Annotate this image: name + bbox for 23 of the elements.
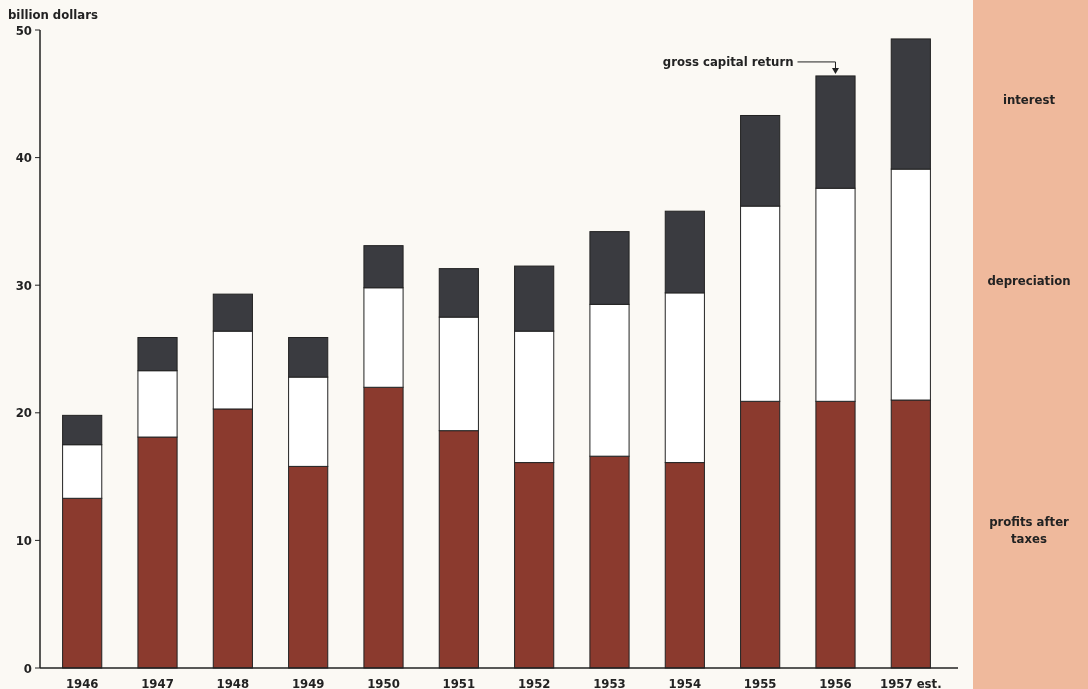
text: profits after taxes — [989, 514, 1070, 547]
x-tick-label: 1954 — [668, 676, 702, 689]
x-tick-label: 1957 est. — [880, 676, 942, 689]
x-tick-label: 1946 — [65, 676, 99, 689]
x-tick-label: 1956 — [819, 676, 852, 689]
x-tick-label: 1947 — [141, 676, 174, 689]
y-tick-label: 0 — [23, 660, 32, 676]
x-tick-label: 1951 — [442, 676, 476, 689]
text: depreciation — [987, 272, 1071, 288]
x-tick-label: 1949 — [291, 676, 325, 689]
y-axis-title: billion dollars — [8, 7, 98, 22]
y-tick-label: 10 — [15, 532, 32, 548]
x-tick-label: 1948 — [216, 676, 250, 689]
x-tick-label: 1953 — [593, 676, 626, 689]
text: interest — [1002, 92, 1056, 108]
x-tick-label: 1952 — [517, 676, 551, 689]
annotation: gross capital return — [662, 54, 794, 70]
y-tick-label: 30 — [15, 277, 32, 293]
y-tick-label: 40 — [15, 150, 32, 166]
x-tick-label: 1950 — [367, 676, 400, 689]
x-tick-label: 1955 — [743, 676, 777, 689]
y-tick-label: 50 — [15, 22, 32, 38]
y-tick-label: 20 — [15, 405, 32, 421]
